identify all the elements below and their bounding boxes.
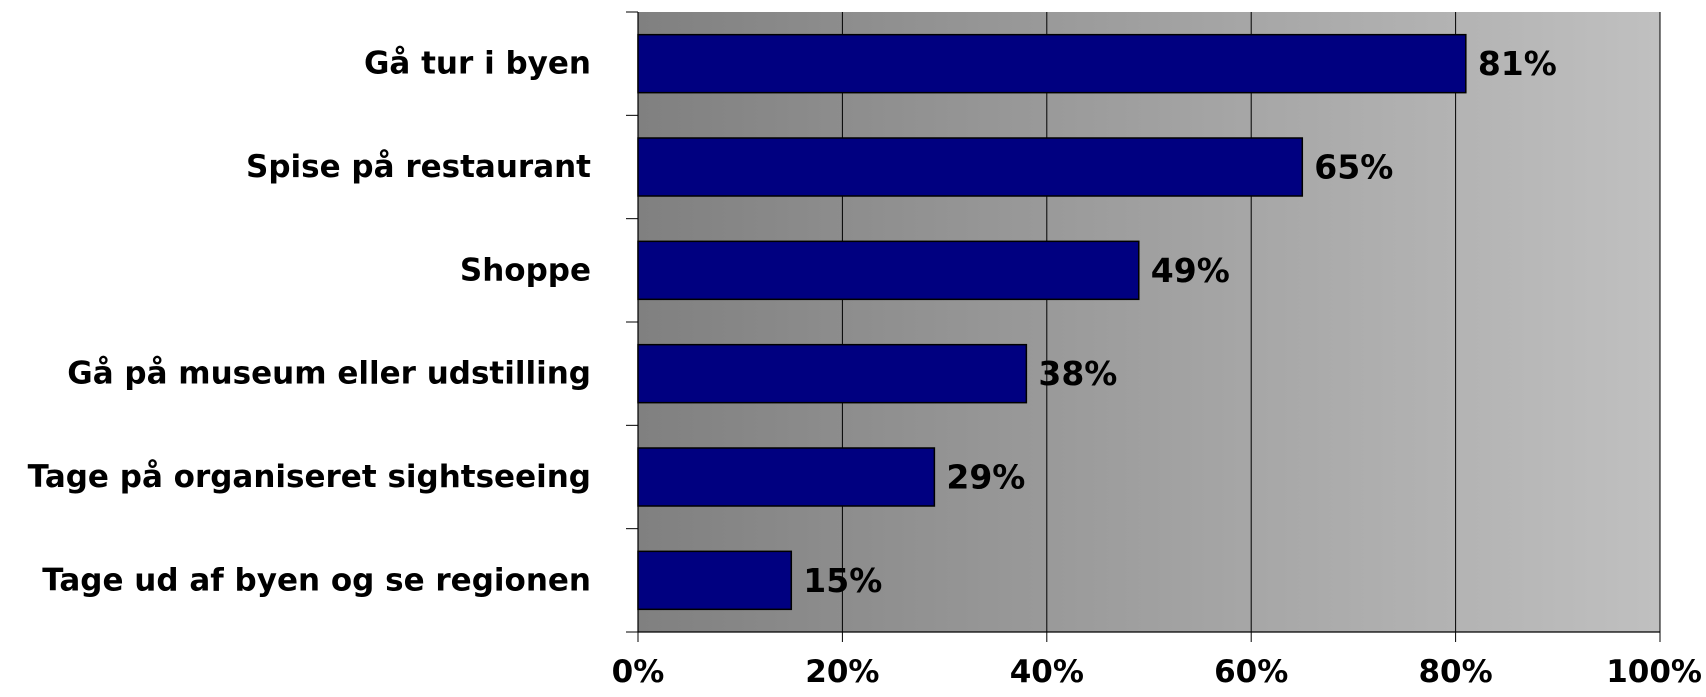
bar bbox=[637, 33, 1467, 94]
x-tick-label: 0% bbox=[612, 654, 665, 690]
category-labels: Gå tur i byen Spise på restaurant Shoppe Gå… bbox=[28, 46, 592, 599]
x-tick-label: 60% bbox=[1214, 654, 1288, 690]
data-labels: 81% 65% 49% 38% 29% 15% bbox=[803, 44, 1557, 600]
bar bbox=[637, 137, 1304, 197]
x-tick-label: 80% bbox=[1418, 654, 1492, 690]
category-label: Spise på restaurant bbox=[246, 149, 591, 185]
bars bbox=[637, 33, 1467, 611]
plot-area bbox=[638, 12, 1660, 632]
data-label: 29% bbox=[946, 458, 1025, 497]
data-label: 81% bbox=[1478, 44, 1557, 83]
category-label: Tage ud af byen og se regionen bbox=[42, 562, 591, 598]
category-label: Shoppe bbox=[460, 252, 591, 288]
x-tick-label: 20% bbox=[805, 654, 879, 690]
x-tick-labels: 0% 20% 40% 60% 80% 100% bbox=[612, 654, 1702, 690]
gridlines bbox=[841, 12, 1661, 632]
data-label: 49% bbox=[1151, 251, 1230, 290]
bar bbox=[637, 343, 1028, 404]
bar bbox=[637, 447, 936, 507]
category-label: Tage på organiseret sightseeing bbox=[28, 459, 591, 495]
bar bbox=[637, 550, 793, 611]
data-label: 15% bbox=[803, 561, 882, 600]
bar bbox=[637, 240, 1140, 301]
data-label: 65% bbox=[1314, 148, 1393, 187]
x-tick-label: 100% bbox=[1606, 654, 1702, 690]
data-label: 38% bbox=[1038, 354, 1117, 393]
category-label: Gå tur i byen bbox=[364, 46, 591, 82]
x-tick-label: 40% bbox=[1010, 654, 1084, 690]
category-label: Gå på museum eller udstilling bbox=[67, 356, 591, 392]
axes bbox=[626, 11, 1661, 642]
